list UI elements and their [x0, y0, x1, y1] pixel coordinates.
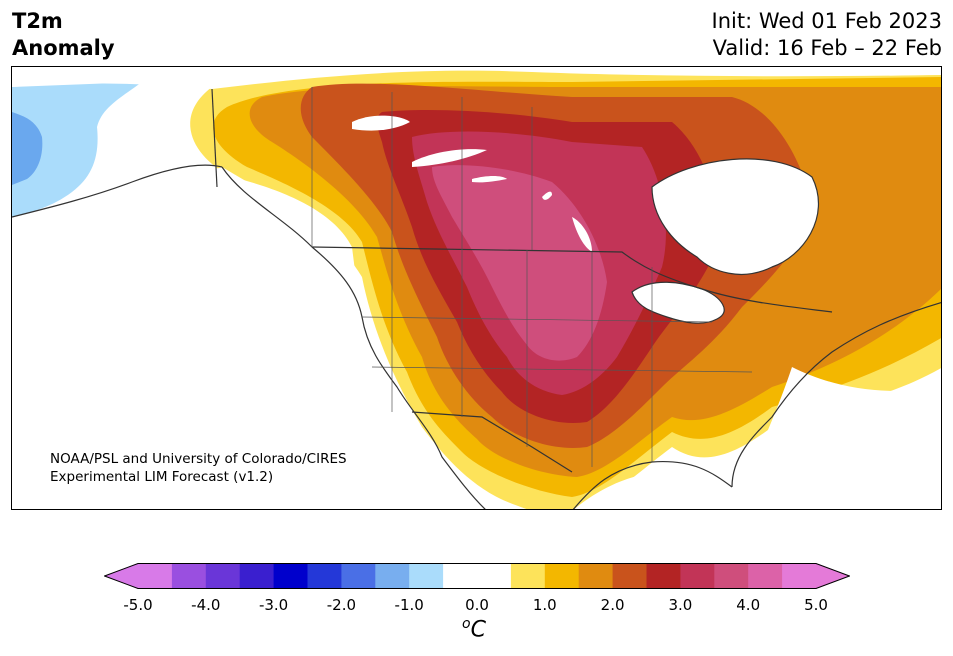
- colorbar-tick-label: 3.0: [668, 596, 693, 614]
- colorbar-segment: [443, 563, 478, 589]
- colorbar-tick-label: -1.0: [394, 596, 424, 614]
- colorbar-outline: [103, 563, 851, 589]
- map-canvas: [12, 67, 941, 509]
- colorbar-min-arrow: [104, 563, 138, 589]
- colorbar-unit: oC: [462, 616, 486, 642]
- lake-patch-1: [352, 115, 410, 131]
- coastlines-and-borders: [12, 88, 941, 509]
- colorbar-segment: [273, 563, 308, 589]
- atlantic-ocean: [732, 367, 941, 509]
- colorbar-segment: [646, 563, 681, 589]
- great-lakes: [632, 282, 725, 324]
- east-coast: [731, 301, 941, 488]
- colorbar-tick-label: -3.0: [258, 596, 289, 614]
- colorbar-segment: [748, 563, 783, 589]
- colorbar-segment: [612, 563, 647, 589]
- hudson-bay-coast: [651, 158, 820, 275]
- alaska-border: [211, 88, 218, 188]
- colorbar-tick-label: 5.0: [804, 596, 828, 614]
- colorbar-segment: [341, 563, 376, 589]
- credit-line-1: NOAA/PSL and University of Colorado/CIRE…: [50, 451, 347, 467]
- colorbar-segment: [307, 563, 342, 589]
- anomaly-fill-4c: [432, 165, 607, 361]
- colorbar-tick-label: 4.0: [736, 596, 761, 614]
- cold-anomaly-fills: [12, 82, 142, 217]
- colorbar-tick-label: -4.0: [191, 596, 221, 614]
- no-data-patches: [12, 67, 941, 509]
- title-line-1: T2m: [12, 9, 63, 33]
- arctic-ocean: [12, 67, 941, 89]
- credit-line-2: Experimental LIM Forecast (v1.2): [50, 469, 274, 485]
- state-line-6: [361, 316, 713, 323]
- colorbar-tick-label: 2.0: [600, 596, 625, 614]
- colorbar-segment: [409, 563, 444, 589]
- forecast-dates: Init: Wed 01 Feb 2023 Valid: 16 Feb – 22…: [712, 8, 942, 62]
- colorbar-segment: [510, 563, 546, 589]
- colorbar-ticks: -5.0 -4.0 -3.0 -2.0 -1.0 0.0 1.0 2.0 3.0 4.0 5.0: [0, 596, 953, 616]
- valid-date-range: Valid: 16 Feb – 22 Feb: [712, 36, 942, 60]
- west-coast: [221, 166, 486, 509]
- colorbar-segment: [171, 563, 207, 589]
- colorbar-segment: [239, 563, 275, 589]
- colorbar-segment: [205, 563, 241, 589]
- lake-patch-3: [472, 176, 507, 183]
- colorbar-tick-label: -5.0: [123, 596, 153, 614]
- anomaly-fill-minus-1c: [12, 82, 142, 217]
- anomaly-map: NOAA/PSL and University of Colorado/CIRE…: [11, 66, 942, 510]
- alaska-coast: [12, 164, 223, 218]
- unit-base: C: [470, 617, 486, 643]
- colorbar-segment: [714, 563, 749, 589]
- map-title: T2m Anomaly: [12, 8, 115, 62]
- great-lakes-outline: [631, 281, 725, 324]
- lake-patch-4: [572, 217, 592, 252]
- lake-patch-2: [412, 149, 487, 167]
- state-borders: [311, 87, 753, 467]
- colorbar: [103, 563, 851, 589]
- us-mexico-border: [411, 411, 573, 473]
- colorbar-segment: [544, 563, 580, 589]
- unit-degree-sup: o: [462, 616, 471, 632]
- colorbar-tick-label: -2.0: [326, 596, 357, 614]
- credit-text: NOAA/PSL and University of Colorado/CIRE…: [50, 450, 347, 486]
- hudson-bay: [652, 158, 819, 275]
- colorbar-segment: [680, 563, 715, 589]
- lake-patch-5: [542, 191, 552, 200]
- anomaly-fill-minus-2c: [12, 112, 43, 185]
- gulf-of-mexico: [574, 471, 770, 509]
- title-line-2: Anomaly: [12, 36, 115, 60]
- state-line-7: [371, 366, 753, 373]
- colorbar-segment: [782, 563, 817, 589]
- colorbar-segment: [578, 563, 614, 589]
- colorbar-tick-label: 0.0: [465, 596, 489, 614]
- init-date: Init: Wed 01 Feb 2023: [711, 9, 942, 33]
- colorbar-segment: [477, 563, 512, 589]
- colorbar-segment: [375, 563, 410, 589]
- colorbar-segment: [138, 563, 173, 589]
- colorbar-tick-label: 1.0: [532, 596, 557, 614]
- colorbar-max-arrow: [816, 563, 850, 589]
- pacific-ocean: [12, 167, 526, 509]
- colorbar-svg: [103, 563, 851, 589]
